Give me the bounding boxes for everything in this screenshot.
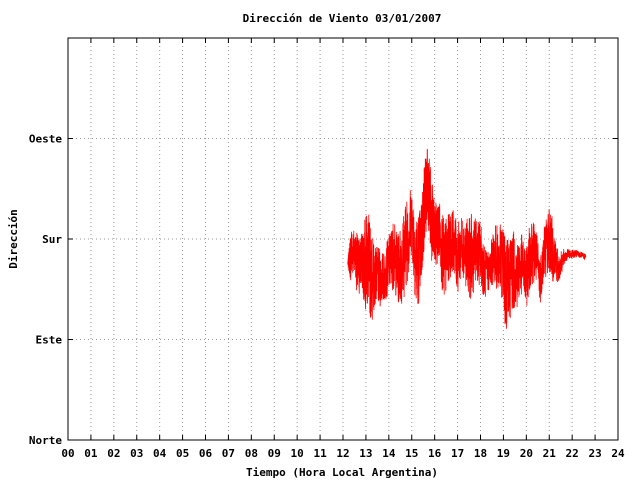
y-tick-label: Oeste <box>29 133 62 146</box>
x-tick-label: 09 <box>268 447 281 460</box>
x-tick-label: 16 <box>428 447 442 460</box>
y-axis-label: Dirección <box>7 209 20 269</box>
x-tick-label: 01 <box>84 447 98 460</box>
x-tick-label: 14 <box>382 447 396 460</box>
x-tick-label: 21 <box>543 447 557 460</box>
x-tick-label: 06 <box>199 447 213 460</box>
chart-title: Dirección de Viento 03/01/2007 <box>243 12 442 25</box>
y-tick-label: Norte <box>29 434 62 447</box>
x-tick-label: 19 <box>497 447 510 460</box>
x-tick-label: 10 <box>291 447 304 460</box>
x-tick-label: 15 <box>405 447 418 460</box>
y-axis: Norte Este Sur Oeste <box>29 133 618 447</box>
x-axis: 00 01 02 03 04 05 06 07 08 09 10 11 12 13 14 15 16 17 18 19… <box>61 38 625 460</box>
x-tick-label: 24 <box>611 447 625 460</box>
x-axis-label: Tiempo (Hora Local Argentina) <box>246 466 438 479</box>
x-tick-label: 02 <box>107 447 120 460</box>
x-tick-label: 00 <box>61 447 74 460</box>
x-tick-label: 07 <box>222 447 235 460</box>
x-tick-label: 05 <box>176 447 189 460</box>
x-tick-label: 03 <box>130 447 143 460</box>
x-tick-label: 22 <box>566 447 579 460</box>
x-tick-label: 13 <box>359 447 372 460</box>
x-tick-label: 04 <box>153 447 167 460</box>
x-tick-label: 08 <box>245 447 258 460</box>
x-tick-label: 12 <box>336 447 349 460</box>
series-line <box>347 148 587 329</box>
y-tick-label: Este <box>36 334 63 347</box>
x-tick-label: 11 <box>313 447 327 460</box>
series-layer <box>347 148 587 329</box>
x-tick-label: 20 <box>520 447 533 460</box>
y-tick-label: Sur <box>42 233 62 246</box>
x-tick-label: 23 <box>588 447 601 460</box>
x-tick-label: 17 <box>451 447 464 460</box>
x-tick-label: 18 <box>474 447 487 460</box>
